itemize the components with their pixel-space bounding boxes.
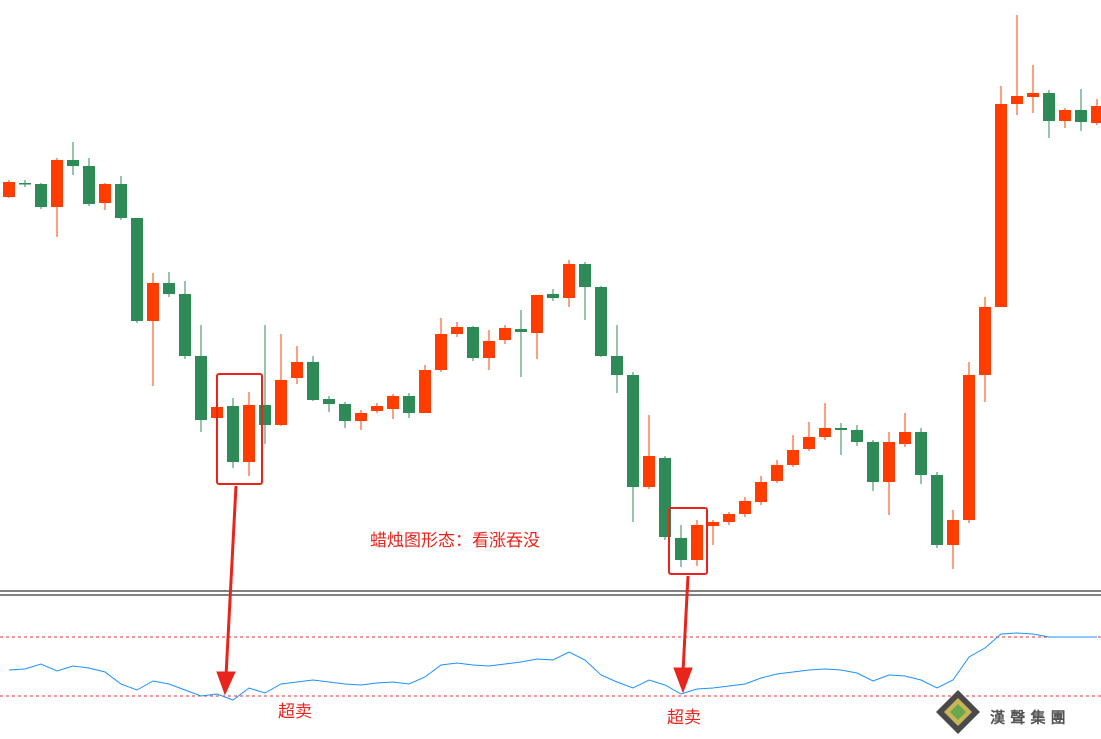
candle-body	[227, 406, 239, 462]
candle-body	[547, 294, 559, 298]
candle-body	[947, 520, 959, 545]
candle-body	[1011, 96, 1023, 104]
candle-body	[627, 375, 639, 487]
candle-body	[371, 406, 383, 411]
candle-body	[3, 182, 15, 197]
arrow	[224, 485, 238, 677]
candle-body	[19, 183, 31, 185]
candle-body	[115, 184, 127, 218]
candle-body	[1075, 110, 1087, 122]
candle-body	[419, 370, 431, 413]
oversold-label: 超卖	[278, 702, 312, 722]
candle-body	[915, 432, 927, 475]
candle-body	[355, 413, 367, 421]
candle-body	[515, 329, 527, 332]
arrows	[216, 485, 693, 696]
highlight-box	[668, 507, 708, 575]
candle-body	[883, 442, 895, 482]
candle-body	[563, 264, 575, 298]
candle-panel	[3, 15, 1101, 569]
candle-body	[291, 362, 303, 378]
candle-body	[51, 160, 63, 207]
candle-body	[531, 295, 543, 333]
candle-body	[403, 396, 415, 413]
candle-body	[595, 287, 607, 356]
candle-body	[963, 375, 975, 520]
candle-body	[787, 450, 799, 465]
candle-body	[483, 341, 495, 358]
candle-body	[83, 166, 95, 204]
candle-body	[147, 283, 159, 321]
candle-body	[323, 399, 335, 404]
candle-body	[1091, 106, 1101, 123]
candle-body	[131, 218, 143, 321]
candle-body	[611, 356, 623, 375]
candle-body	[307, 362, 319, 400]
candle-body	[867, 442, 879, 482]
candle-body	[851, 430, 863, 442]
candle-body	[467, 327, 479, 358]
candle-body	[979, 307, 991, 375]
candle-body	[755, 482, 767, 502]
candle-body	[67, 160, 79, 166]
candle-body	[339, 404, 351, 421]
candle-body	[499, 328, 511, 340]
candle-body	[643, 456, 655, 487]
candle-body	[771, 465, 783, 481]
candle-body	[707, 522, 719, 526]
candle-body	[259, 405, 271, 425]
candle-body	[179, 294, 191, 356]
candle-body	[451, 327, 463, 334]
candle-body	[723, 514, 735, 522]
candle-body	[675, 538, 687, 560]
arrow-head	[673, 667, 693, 694]
oversold-label: 超卖	[667, 708, 701, 728]
candle-body	[803, 437, 815, 449]
logo: 漢 聲 集 團	[936, 690, 1066, 734]
arrow-head	[216, 671, 236, 696]
candle-body	[995, 104, 1007, 307]
candle-body	[899, 432, 911, 444]
candle-body	[435, 334, 447, 370]
candle-body	[1043, 93, 1055, 121]
candle-body	[931, 475, 943, 545]
oscillator-panel	[0, 632, 1101, 701]
candle-body	[163, 283, 175, 294]
candle-body	[35, 184, 47, 207]
candle-body	[99, 184, 111, 203]
candle-body	[739, 501, 751, 514]
candle-body	[387, 396, 399, 409]
candle-body	[1027, 93, 1039, 97]
candle-body	[819, 428, 831, 437]
logo-icon	[950, 704, 966, 720]
candle-body	[275, 380, 287, 425]
candle-body	[1059, 110, 1071, 121]
arrow	[681, 575, 690, 673]
candle-body	[579, 264, 591, 287]
candle-body	[835, 428, 847, 430]
oscillator-line	[8, 632, 1097, 701]
pattern-label: 蜡烛图形态：看涨吞没	[370, 531, 540, 551]
highlight-box	[216, 373, 263, 485]
candle-body	[691, 525, 703, 560]
candle-body	[195, 356, 207, 420]
candle-body	[243, 405, 255, 462]
logo-text: 漢 聲 集 團	[990, 709, 1066, 727]
